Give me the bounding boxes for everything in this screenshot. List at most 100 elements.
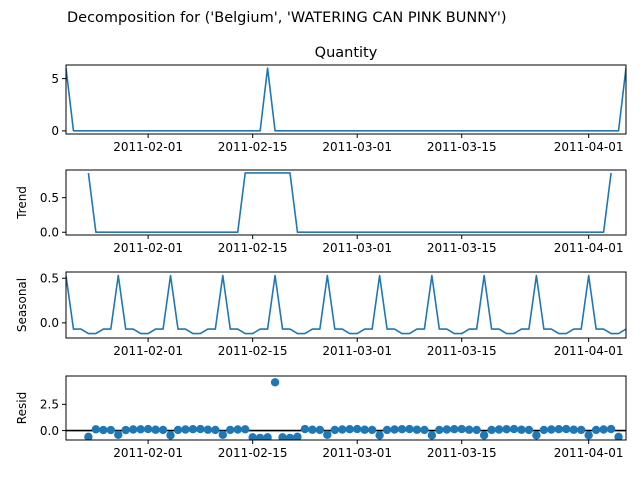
resid-point-45 [420, 425, 429, 435]
resid-point-13 [181, 425, 190, 434]
resid-point-66 [577, 425, 586, 435]
resid-point-4 [114, 430, 123, 439]
seasonal-xtick-label-2: 2011-03-01 [322, 344, 392, 358]
observed-ytick-label-1: 5 [51, 72, 59, 86]
resid-point-21 [241, 425, 250, 434]
resid-point-62 [547, 425, 556, 434]
trend-ytick-label-1: 0.5 [40, 191, 59, 205]
resid-point-59 [524, 425, 534, 435]
resid-data [66, 378, 626, 440]
panels-group: Quantity 2011-02-01 2011-02-15 2011-03-01 20… [15, 45, 627, 460]
resid-point-22 [248, 433, 257, 440]
resid-point-15 [196, 424, 205, 434]
trend-xtick-label-2: 2011-03-01 [322, 241, 392, 255]
resid-point-11 [166, 431, 175, 440]
resid-point-34 [338, 425, 347, 434]
resid-point-25 [270, 378, 280, 387]
observed-title: Quantity [315, 45, 378, 61]
seasonal-xtick-label-3: 2011-03-15 [427, 344, 497, 358]
resid-ylabel: Resid [15, 392, 29, 424]
resid-point-57 [509, 424, 519, 434]
seasonal-xtick-label-0: 2011-02-01 [113, 344, 183, 358]
resid-point-58 [517, 425, 526, 434]
resid-point-29 [300, 424, 310, 434]
resid-point-17 [211, 425, 220, 435]
seasonal-frame [65, 271, 627, 339]
seasonal-xtick-label-4: 2011-04-01 [554, 344, 624, 358]
resid-point-46 [427, 431, 437, 440]
observed-ytick-label-0: 0 [51, 124, 59, 138]
resid-xtick-label-1: 2011-02-15 [218, 446, 288, 460]
trend-xtick-label-0: 2011-02-01 [113, 241, 183, 255]
seasonal-ytick-label-1: 0.5 [40, 272, 59, 286]
resid-point-20 [233, 425, 242, 434]
observed-xtick-label-1: 2011-02-15 [218, 140, 288, 154]
observed-frame [65, 64, 627, 135]
resid-point-47 [435, 425, 444, 435]
resid-point-24 [263, 433, 272, 440]
resid-point-53 [479, 431, 489, 440]
figure-title: Decomposition for ('Belgium', 'WATERING … [67, 10, 507, 26]
resid-point-32 [323, 430, 332, 439]
resid-point-65 [569, 425, 578, 434]
resid-point-6 [129, 425, 138, 434]
resid-point-33 [330, 425, 339, 435]
resid-point-50 [457, 424, 466, 434]
seasonal-data [66, 274, 626, 335]
trend-ylabel: Trend [15, 186, 29, 220]
resid-point-9 [151, 425, 160, 434]
resid-point-27 [285, 433, 295, 440]
observed-xtick-label-4: 2011-04-01 [554, 140, 624, 154]
resid-point-8 [143, 424, 153, 434]
resid-point-1 [91, 425, 101, 434]
observed-series-line [66, 67, 626, 132]
resid-point-56 [502, 424, 511, 434]
resid-frame [65, 375, 627, 441]
resid-point-37 [360, 425, 369, 434]
resid-xtick-label-3: 2011-03-15 [427, 446, 497, 460]
resid-panel: Resid 2011-02-01 2011-02-15 2011-03-01 2011-… [15, 375, 627, 460]
resid-xtick-label-0: 2011-02-01 [113, 446, 183, 460]
resid-point-43 [405, 424, 414, 434]
resid-xtick-label-4: 2011-04-01 [554, 446, 624, 460]
resid-point-49 [450, 424, 459, 434]
trend-series-line [87, 172, 612, 234]
seasonal-xtick-label-1: 2011-02-15 [218, 344, 288, 358]
trend-ytick-label-0: 0.0 [40, 226, 59, 240]
resid-point-63 [554, 424, 563, 434]
resid-point-12 [173, 425, 183, 435]
resid-point-36 [353, 424, 362, 434]
resid-point-14 [188, 424, 198, 434]
resid-point-55 [494, 425, 504, 434]
resid-point-67 [584, 431, 593, 440]
trend-xtick-label-4: 2011-04-01 [554, 241, 624, 255]
trend-frame [65, 169, 627, 236]
resid-point-54 [487, 425, 496, 435]
resid-point-51 [465, 425, 474, 434]
resid-point-7 [136, 425, 145, 434]
resid-point-16 [203, 425, 213, 434]
resid-point-61 [539, 425, 549, 435]
resid-point-2 [99, 425, 108, 435]
resid-point-19 [226, 425, 235, 435]
observed-data [66, 67, 626, 132]
resid-point-40 [382, 425, 392, 435]
resid-point-28 [293, 432, 302, 440]
resid-ytick-label-0: 0.0 [40, 424, 59, 438]
trend-xtick-label-1: 2011-02-15 [218, 241, 288, 255]
resid-point-23 [255, 433, 265, 440]
resid-point-3 [106, 425, 116, 435]
resid-point-5 [121, 425, 130, 435]
trend-panel: Trend 2011-02-01 2011-02-15 2011-03-01 2011-… [15, 169, 627, 255]
resid-point-0 [84, 432, 93, 440]
trend-xtick-label-3: 2011-03-15 [427, 241, 497, 255]
resid-point-31 [315, 425, 325, 435]
resid-point-52 [472, 425, 481, 435]
observed-xtick-label-0: 2011-02-01 [113, 140, 183, 154]
observed-xtick-label-2: 2011-03-01 [322, 140, 392, 154]
resid-point-68 [591, 425, 601, 435]
seasonal-ylabel: Seasonal [15, 278, 29, 332]
resid-point-18 [218, 430, 227, 439]
resid-ytick-label-1: 2.5 [40, 398, 59, 412]
